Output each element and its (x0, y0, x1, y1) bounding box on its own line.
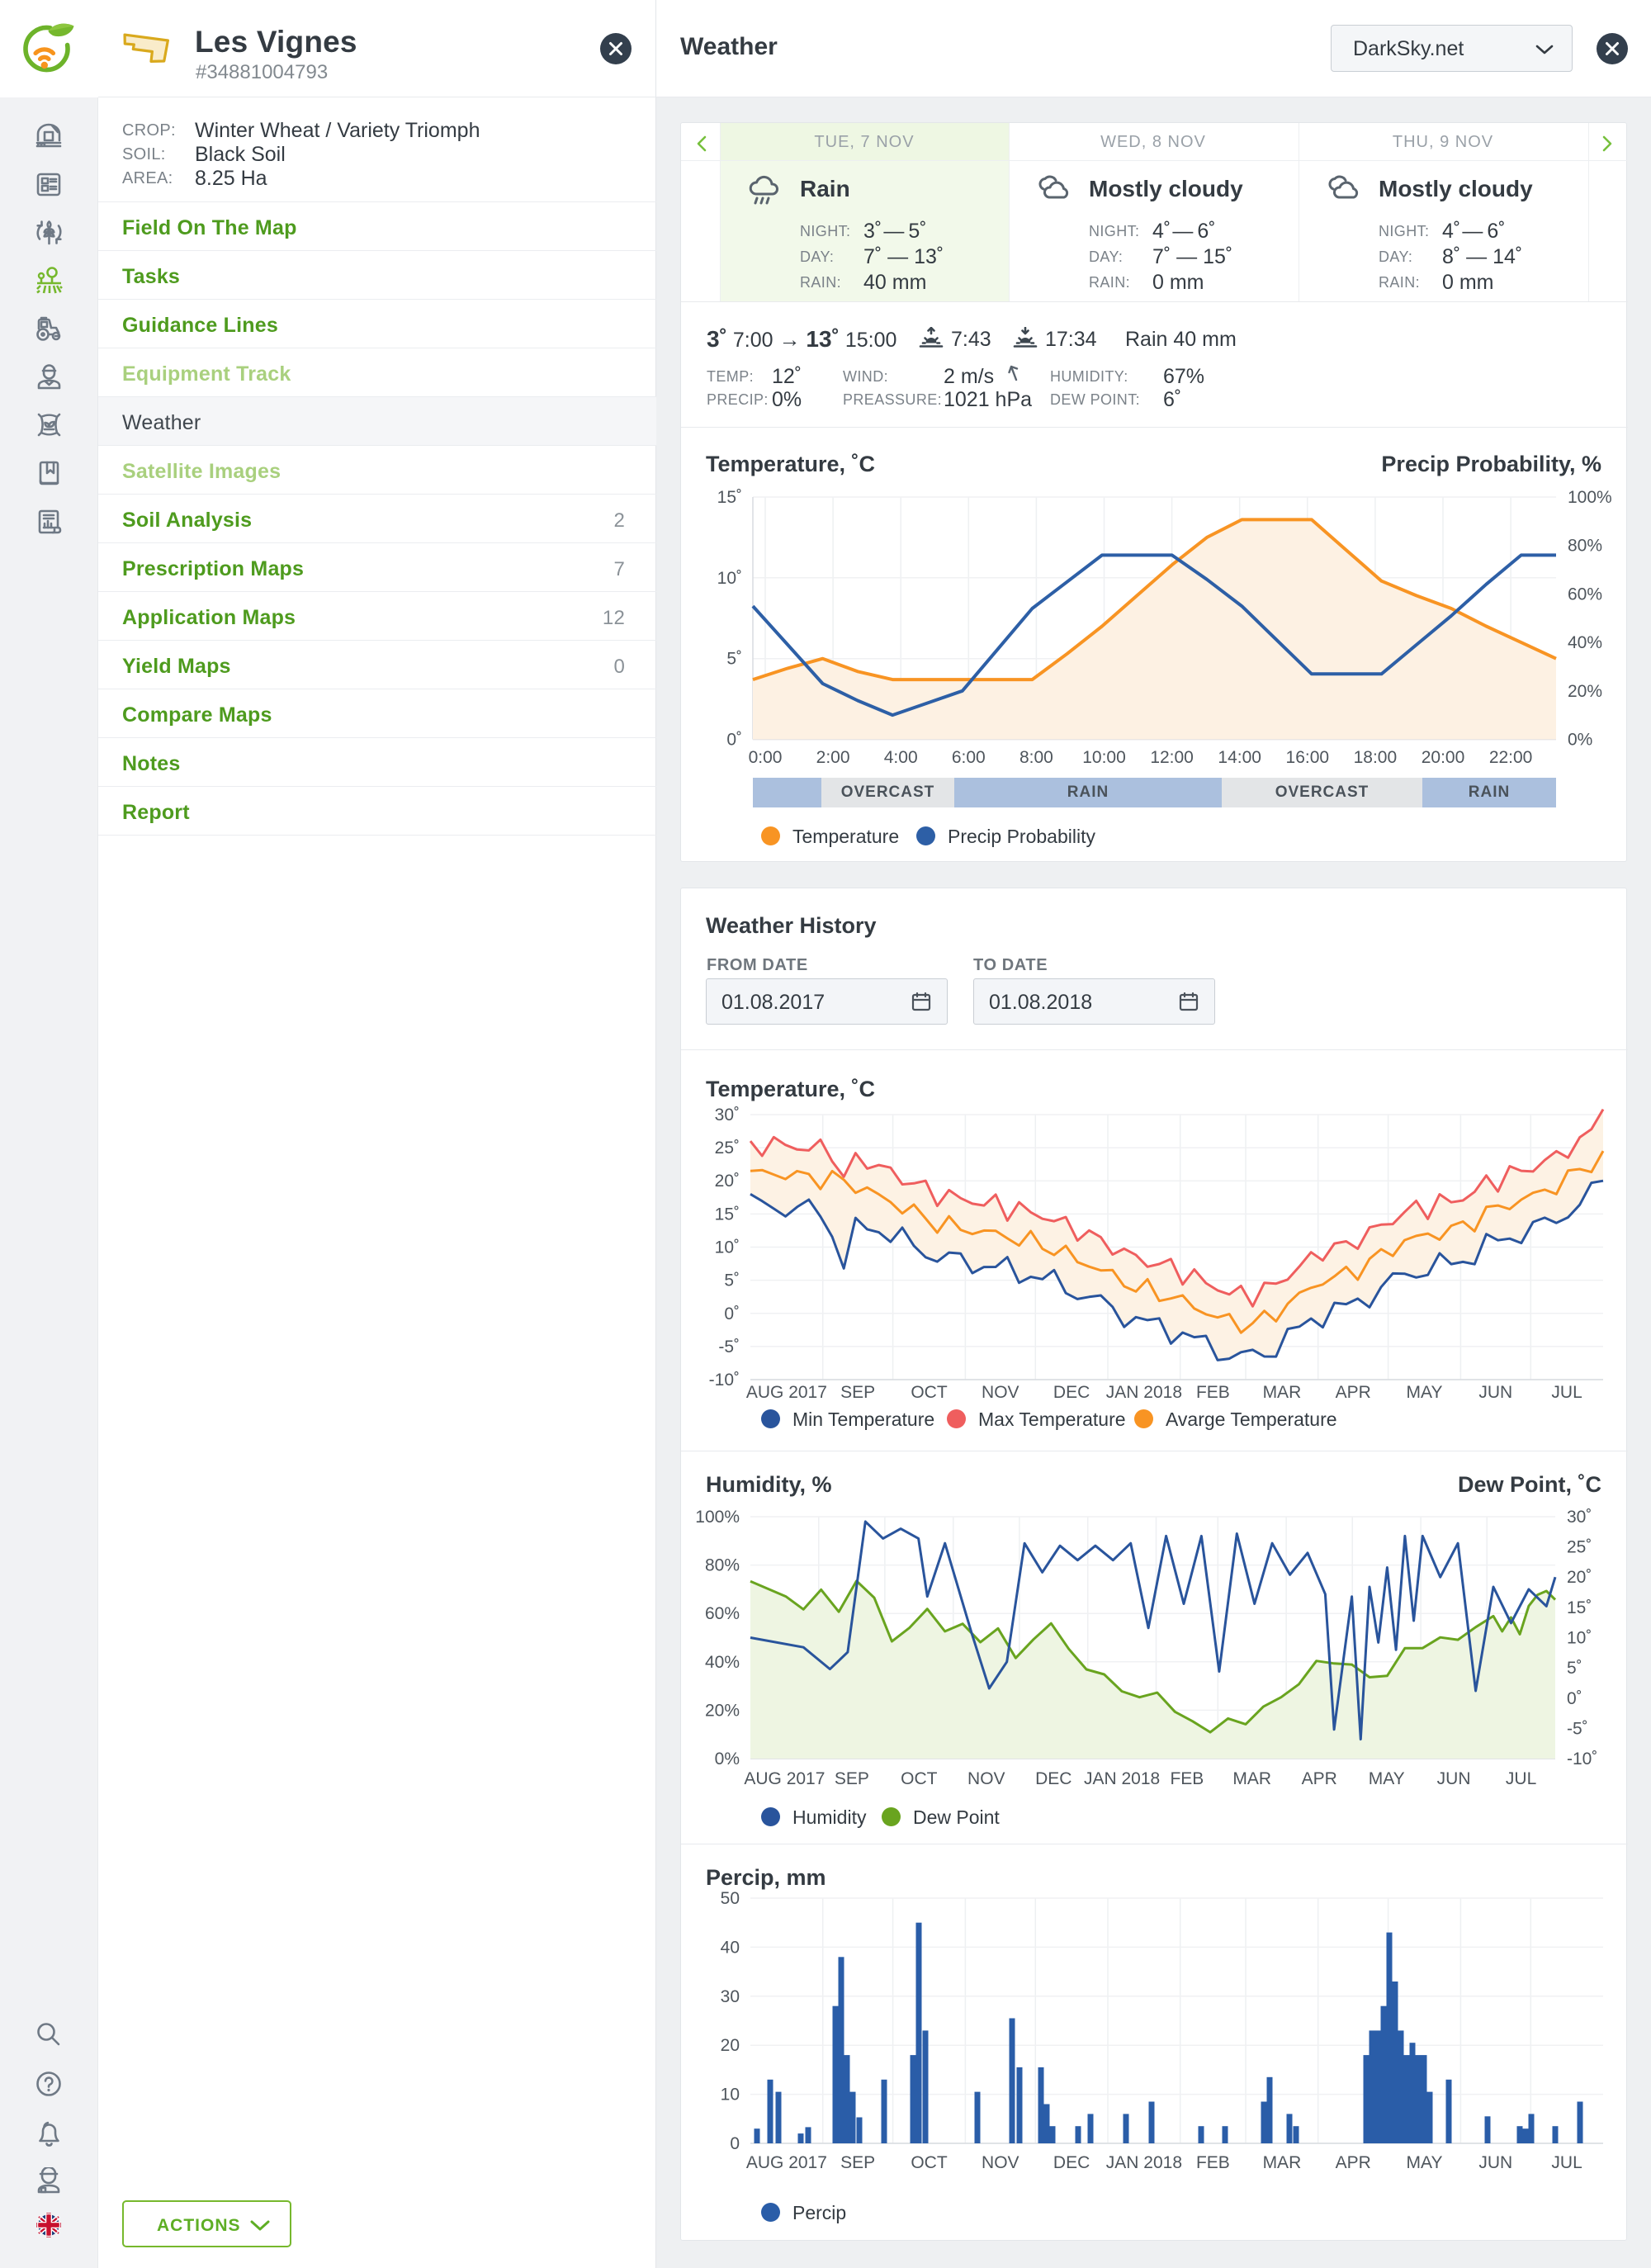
svg-text:JUN: JUN (1478, 2153, 1512, 2172)
svg-text:4:00: 4:00 (884, 748, 918, 767)
svg-text:FEB: FEB (1196, 1383, 1230, 1402)
svg-text:5˚: 5˚ (1567, 1659, 1582, 1678)
svg-text:MAR: MAR (1263, 1383, 1302, 1402)
svg-text:15˚: 15˚ (717, 488, 742, 507)
svg-text:30˚: 30˚ (715, 1106, 740, 1125)
svg-text:20˚: 20˚ (715, 1172, 740, 1191)
svg-text:MAR: MAR (1263, 2153, 1302, 2172)
svg-text:10: 10 (721, 2086, 740, 2105)
svg-text:10˚: 10˚ (1567, 1629, 1592, 1648)
svg-text:JUN: JUN (1437, 1769, 1471, 1788)
svg-text:20:00: 20:00 (1422, 748, 1465, 767)
svg-text:2:00: 2:00 (816, 748, 850, 767)
svg-text:JAN 2018: JAN 2018 (1084, 1769, 1160, 1788)
svg-text:MAY: MAY (1407, 2153, 1443, 2172)
svg-text:6:00: 6:00 (952, 748, 986, 767)
svg-text:25˚: 25˚ (715, 1139, 740, 1158)
svg-text:-10˚: -10˚ (709, 1371, 740, 1390)
svg-text:JUL: JUL (1551, 1383, 1582, 1402)
svg-text:12:00: 12:00 (1150, 748, 1194, 767)
svg-text:AUG 2017: AUG 2017 (744, 1769, 825, 1788)
svg-text:25˚: 25˚ (1567, 1538, 1592, 1557)
svg-text:MAY: MAY (1407, 1383, 1443, 1402)
svg-text:50: 50 (721, 1889, 740, 1908)
svg-text:20%: 20% (705, 1701, 740, 1720)
svg-text:JUL: JUL (1551, 2153, 1582, 2172)
svg-text:22:00: 22:00 (1489, 748, 1533, 767)
svg-text:100%: 100% (1568, 488, 1612, 507)
svg-text:5˚: 5˚ (724, 1271, 740, 1290)
svg-text:APR: APR (1336, 2153, 1371, 2172)
svg-text:8:00: 8:00 (1019, 748, 1053, 767)
svg-text:0%: 0% (1568, 731, 1592, 750)
svg-text:0: 0 (730, 2134, 740, 2153)
svg-text:10:00: 10:00 (1082, 748, 1126, 767)
svg-text:80%: 80% (705, 1556, 740, 1575)
svg-text:-10˚: -10˚ (1567, 1750, 1597, 1768)
svg-text:NOV: NOV (967, 1769, 1005, 1788)
svg-text:20: 20 (721, 2036, 740, 2055)
svg-text:APR: APR (1336, 1383, 1371, 1402)
svg-text:14:00: 14:00 (1218, 748, 1261, 767)
svg-text:20˚: 20˚ (1567, 1568, 1592, 1587)
svg-text:DEC: DEC (1035, 1769, 1071, 1788)
svg-text:JAN 2018: JAN 2018 (1106, 1383, 1182, 1402)
svg-text:FEB: FEB (1196, 2153, 1230, 2172)
svg-text:SEP: SEP (840, 2153, 875, 2172)
svg-text:JAN 2018: JAN 2018 (1106, 2153, 1182, 2172)
svg-text:-5˚: -5˚ (1567, 1719, 1588, 1738)
svg-text:MAR: MAR (1232, 1769, 1271, 1788)
svg-text:30: 30 (721, 1987, 740, 2006)
svg-text:DEC: DEC (1053, 1383, 1090, 1402)
svg-text:16:00: 16:00 (1286, 748, 1330, 767)
svg-text:AUG 2017: AUG 2017 (746, 2153, 827, 2172)
svg-text:OCT: OCT (901, 1769, 938, 1788)
svg-text:60%: 60% (705, 1604, 740, 1623)
svg-text:10˚: 10˚ (717, 569, 742, 588)
svg-text:SEP: SEP (840, 1383, 875, 1402)
svg-text:SEP: SEP (835, 1769, 869, 1788)
svg-text:NOV: NOV (982, 1383, 1019, 1402)
svg-text:-5˚: -5˚ (718, 1338, 740, 1357)
svg-text:100%: 100% (695, 1508, 740, 1527)
svg-text:DEC: DEC (1053, 2153, 1090, 2172)
svg-text:JUL: JUL (1506, 1769, 1536, 1788)
svg-text:0˚: 0˚ (1567, 1689, 1582, 1708)
svg-text:NOV: NOV (982, 2153, 1019, 2172)
svg-text:OCT: OCT (911, 1383, 948, 1402)
svg-text:40%: 40% (705, 1653, 740, 1672)
svg-text:AUG 2017: AUG 2017 (746, 1383, 827, 1402)
svg-text:10˚: 10˚ (715, 1238, 740, 1257)
svg-text:MAY: MAY (1369, 1769, 1405, 1788)
svg-text:0˚: 0˚ (724, 1304, 740, 1323)
svg-text:0˚: 0˚ (726, 731, 742, 750)
svg-text:APR: APR (1302, 1769, 1337, 1788)
svg-text:20%: 20% (1568, 682, 1602, 701)
svg-text:15˚: 15˚ (715, 1205, 740, 1224)
svg-text:0:00: 0:00 (749, 748, 783, 767)
svg-text:18:00: 18:00 (1354, 748, 1398, 767)
svg-text:60%: 60% (1568, 585, 1602, 604)
svg-text:30˚: 30˚ (1567, 1508, 1592, 1527)
svg-text:OCT: OCT (911, 2153, 948, 2172)
svg-text:5˚: 5˚ (726, 650, 742, 669)
svg-text:80%: 80% (1568, 537, 1602, 556)
svg-text:0%: 0% (715, 1750, 740, 1768)
svg-text:40: 40 (721, 1938, 740, 1957)
svg-text:FEB: FEB (1170, 1769, 1204, 1788)
svg-text:15˚: 15˚ (1567, 1598, 1592, 1617)
svg-text:JUN: JUN (1478, 1383, 1512, 1402)
svg-text:40%: 40% (1568, 633, 1602, 652)
